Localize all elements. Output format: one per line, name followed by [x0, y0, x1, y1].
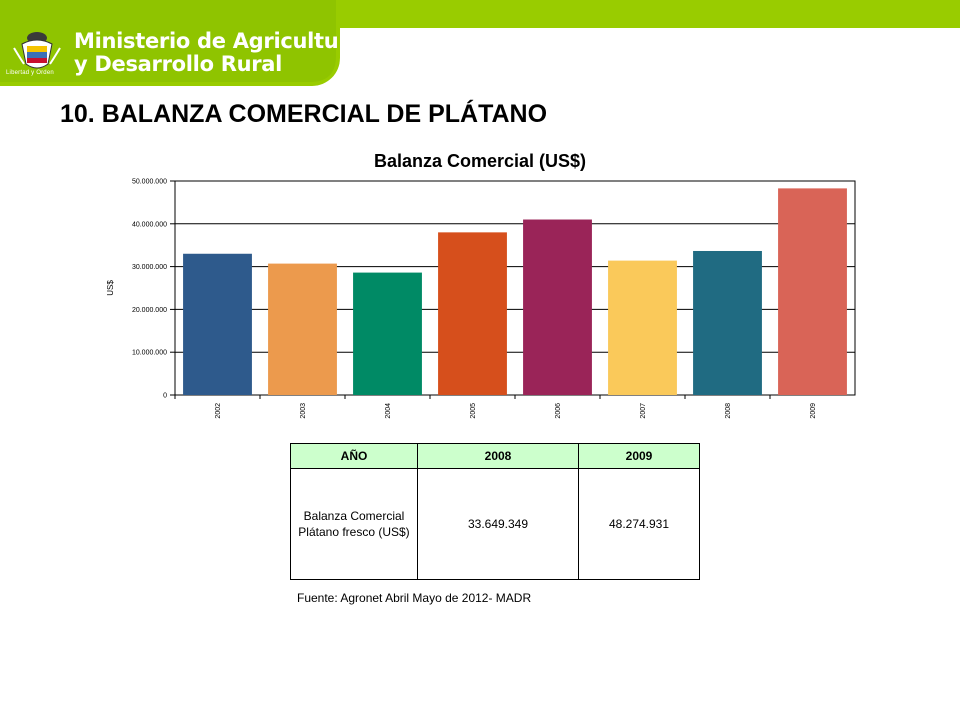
header-tab: Libertad y Orden Ministerio de Agricultu…	[0, 0, 340, 86]
ministry-name-line2: y Desarrollo Rural	[74, 52, 283, 76]
x-tick-label: 2005	[470, 403, 477, 419]
x-tick-label: 2002	[215, 403, 222, 419]
y-axis-label: US$	[106, 280, 115, 296]
table-row-label: Balanza Comercial Plátano fresco (US$)	[290, 468, 418, 580]
y-tick-label: 20.000.000	[132, 307, 167, 314]
y-tick-label: 50.000.000	[132, 179, 167, 186]
page-title: 10. BALANZA COMERCIAL DE PLÁTANO	[60, 100, 548, 128]
bar	[438, 232, 507, 395]
x-tick-label: 2008	[725, 403, 732, 419]
y-tick-label: 40.000.000	[132, 221, 167, 228]
table-header-row: AÑO 2008 2009	[290, 443, 700, 469]
x-tick-label: 2009	[810, 403, 817, 419]
x-tick-label: 2006	[555, 403, 562, 419]
chart-title: Balanza Comercial (US$)	[373, 151, 587, 171]
y-tick-label: 10.000.000	[132, 350, 167, 357]
y-tick-label: 0	[163, 393, 167, 400]
table-header-cell: 2008	[417, 443, 579, 469]
bar	[268, 263, 337, 395]
bar	[523, 219, 592, 395]
ministry-name: Ministerio de Agricultura y Desarrollo R…	[74, 30, 340, 76]
x-tick-label: 2003	[300, 403, 307, 419]
table-header-cell: AÑO	[290, 443, 418, 469]
coat-of-arms-icon	[8, 28, 66, 80]
y-tick-label: 30.000.000	[132, 264, 167, 271]
bar	[183, 253, 252, 395]
bar	[353, 272, 422, 395]
bar	[693, 250, 762, 395]
bar	[608, 260, 677, 395]
logo-caption: Libertad y Orden	[6, 70, 54, 76]
table-cell: 33.649.349	[417, 468, 579, 580]
table-header-cell: 2009	[578, 443, 700, 469]
ministry-name-line1: Ministerio de Agricultura	[74, 29, 340, 53]
x-tick-label: 2004	[385, 403, 392, 419]
source-note: Fuente: Agronet Abril Mayo de 2012- MADR	[297, 591, 532, 605]
bar-chart: 0 10.000.000 20.000.000 30.000.000 40.000.00…	[106, 179, 856, 419]
data-table: AÑO 2008 2009 Balanza Comercial Plátano …	[290, 443, 700, 580]
table-row: Balanza Comercial Plátano fresco (US$) 3…	[290, 468, 700, 580]
table-cell: 48.274.931	[578, 468, 700, 580]
x-tick-label: 2007	[640, 403, 647, 419]
bar	[778, 188, 847, 395]
header-tab-bg	[0, 0, 340, 86]
